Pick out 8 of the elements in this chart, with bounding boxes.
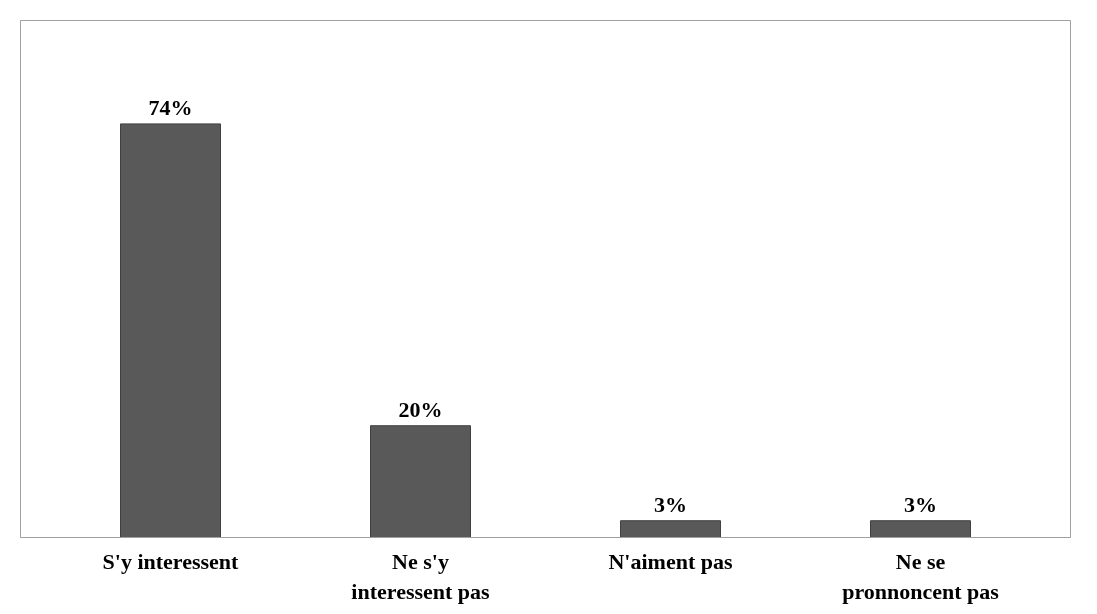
x-tick-label: S'y interessent — [102, 548, 240, 574]
data-label: 20% — [398, 396, 443, 422]
data-label: 3% — [904, 491, 937, 517]
x-tick-label: Ne se pronnoncent pas — [842, 548, 1000, 604]
x-tick-label: Ne s'y interessent pas — [351, 548, 491, 604]
data-label: 3% — [654, 491, 687, 517]
x-tick-label: N'aiment pas — [608, 548, 733, 574]
data-label: 74% — [148, 94, 193, 120]
